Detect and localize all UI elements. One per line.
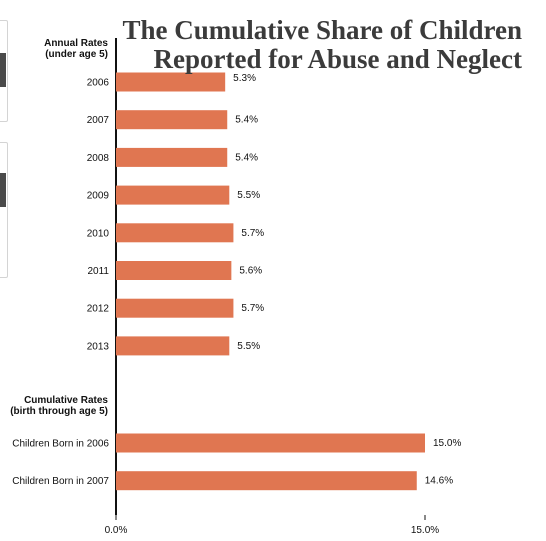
category-label: 2006 xyxy=(87,78,110,89)
bar xyxy=(116,261,232,280)
category-label: 2013 xyxy=(87,341,110,352)
chart-title-line-1: The Cumulative Share of Children xyxy=(122,15,522,45)
value-label: 5.7% xyxy=(241,303,264,314)
category-label: Children Born in 2006 xyxy=(12,439,109,450)
bar xyxy=(116,298,234,318)
category-label: 2011 xyxy=(87,266,109,277)
category-label: 2007 xyxy=(87,115,110,126)
chart-title-line-2: Reported for Abuse and Neglect xyxy=(153,44,522,74)
value-label: 5.4% xyxy=(235,152,258,163)
value-label: 5.5% xyxy=(237,341,260,352)
value-label: 15.0% xyxy=(433,438,461,449)
category-label: Children Born in 2007 xyxy=(12,476,109,487)
category-label: 2009 xyxy=(87,191,110,202)
bar xyxy=(116,147,228,167)
value-label: 5.3% xyxy=(233,73,256,84)
group-label-line-2: (under age 5) xyxy=(45,49,108,60)
value-label: 5.7% xyxy=(241,228,264,239)
value-label: 5.4% xyxy=(235,115,258,126)
bar xyxy=(116,110,228,130)
side-panel-fragment-bottom xyxy=(0,142,8,278)
side-panel-fragment-top xyxy=(0,20,8,122)
bar xyxy=(116,471,417,491)
value-label: 5.6% xyxy=(239,266,262,277)
bar xyxy=(116,433,425,453)
bar xyxy=(116,185,230,205)
bar xyxy=(116,223,234,243)
category-label: 2010 xyxy=(87,228,110,239)
bar xyxy=(116,336,230,356)
value-label: 14.6% xyxy=(425,476,453,487)
group-label-line-1: Annual Rates xyxy=(44,38,108,49)
category-label: 2012 xyxy=(87,304,110,315)
side-panel-tab[interactable] xyxy=(0,173,6,207)
x-tick-label: 0.0% xyxy=(105,525,128,536)
chart-title: The Cumulative Share of Children Reporte… xyxy=(122,16,522,74)
x-tick-label: 15.0% xyxy=(411,525,439,536)
bar xyxy=(116,72,226,92)
group-label-line-2: (birth through age 5) xyxy=(10,406,108,417)
category-label: 2008 xyxy=(87,153,110,164)
group-label-line-1: Cumulative Rates xyxy=(24,395,108,406)
value-label: 5.5% xyxy=(237,190,260,201)
side-panel-tab[interactable] xyxy=(0,53,6,87)
